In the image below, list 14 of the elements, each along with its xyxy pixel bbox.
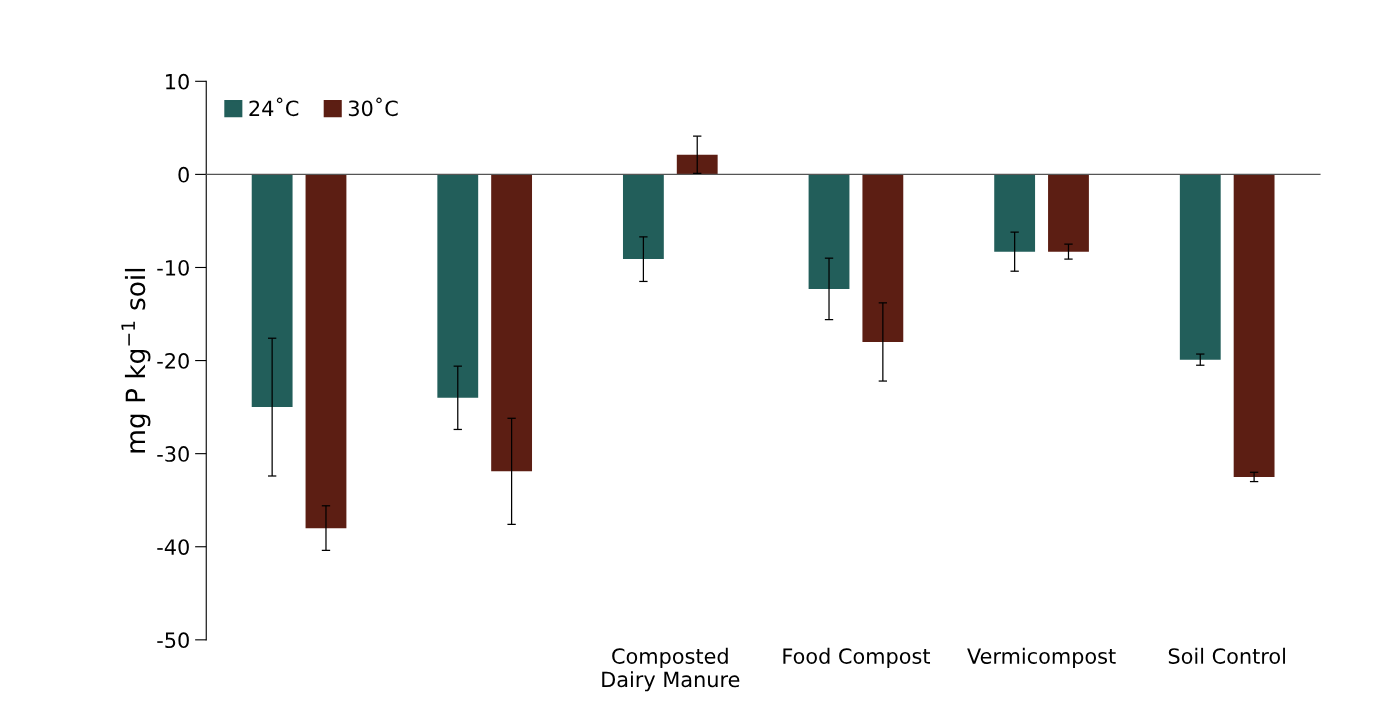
y-tick-label: -40 bbox=[157, 539, 189, 555]
y-tick-label: -20 bbox=[157, 353, 189, 369]
y-tick-label: 10 bbox=[166, 73, 189, 90]
y-tick-label: -50 bbox=[157, 632, 189, 649]
x-tick-label: Soil Control bbox=[1168, 647, 1285, 664]
x-tick-label: Vermicompost bbox=[967, 647, 1116, 668]
x-tick-label: Food Compost bbox=[783, 647, 931, 668]
y-tick-label: -10 bbox=[157, 259, 189, 276]
legend-label: 30˚C bbox=[348, 97, 398, 117]
x-tick-label: Composted Dairy Manure bbox=[602, 647, 740, 692]
y-axis-title: mg P kg$^{−1}$ soil bbox=[121, 268, 151, 453]
legend-label: 24˚C bbox=[249, 97, 299, 117]
y-tick-label: -30 bbox=[157, 446, 189, 462]
y-tick-label: 0 bbox=[178, 166, 189, 183]
